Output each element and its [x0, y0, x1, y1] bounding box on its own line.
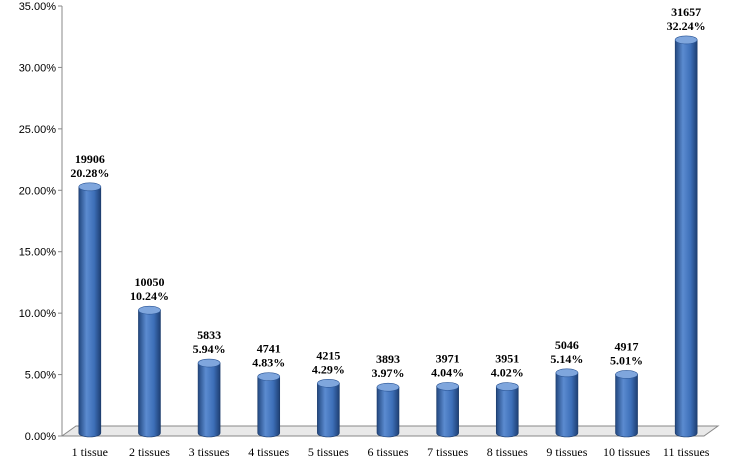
bar-body — [138, 309, 161, 438]
bar-top — [674, 35, 698, 45]
bar-top — [555, 368, 579, 378]
y-tick-label: 35.00% — [19, 1, 57, 13]
axes: 0.00% 5.00% 10.00% 15.00% 20.00% 25.00% 30.00%… — [19, 1, 720, 459]
bar-body — [317, 382, 340, 438]
y-tick-label: 20.00% — [19, 185, 57, 197]
count-label: 3951 — [495, 352, 519, 366]
percent-label: 20.28% — [70, 166, 109, 180]
bar-body — [78, 186, 102, 438]
count-label: 19906 — [75, 152, 105, 166]
x-tick-label: 10 tissues — [603, 445, 650, 459]
x-tick-label: 1 tissue — [72, 445, 108, 459]
bar-top — [436, 382, 459, 391]
y-tick-label: 5.00% — [25, 370, 56, 382]
bar — [436, 382, 459, 438]
bar — [138, 305, 161, 438]
bar — [317, 378, 340, 438]
count-label: 3893 — [376, 352, 400, 366]
percent-label: 5.01% — [610, 353, 643, 367]
bar — [78, 182, 102, 438]
bar-body — [376, 386, 400, 438]
bar-body — [257, 376, 281, 438]
y-tick-label: 0.00% — [25, 431, 56, 443]
x-tick-label: 5 tissues — [308, 445, 349, 459]
bar-top — [257, 372, 281, 381]
percent-label: 5.14% — [550, 352, 583, 366]
count-label: 31657 — [671, 5, 701, 19]
bar — [376, 382, 400, 438]
bar-top — [317, 378, 340, 388]
bar — [495, 382, 519, 438]
x-tick-label: 3 tissues — [189, 445, 230, 459]
bar-body — [615, 374, 638, 438]
bar-top — [376, 382, 400, 392]
percent-label: 3.97% — [372, 366, 405, 380]
count-label: 4917 — [615, 339, 639, 353]
bar-body — [555, 372, 579, 438]
bar-top — [495, 382, 519, 391]
bar-body — [495, 386, 519, 438]
count-label: 10050 — [134, 275, 164, 289]
bar-top — [78, 182, 102, 192]
x-tick-label: 11 tissues — [663, 445, 710, 459]
x-tick-label: 4 tissues — [248, 445, 289, 459]
percent-label: 4.02% — [491, 366, 524, 380]
percent-label: 4.83% — [252, 356, 285, 370]
count-label: 5046 — [555, 338, 579, 352]
percent-label: 32.24% — [667, 19, 706, 33]
x-tick-label: 7 tissues — [427, 445, 468, 459]
bar-body — [197, 362, 221, 438]
x-tick-label: 8 tissues — [487, 445, 528, 459]
count-label: 3971 — [436, 351, 460, 365]
bar-top — [138, 305, 161, 315]
y-tick-label: 15.00% — [19, 247, 57, 259]
y-tick-label: 25.00% — [19, 124, 57, 136]
y-tick-label: 30.00% — [19, 62, 57, 74]
percent-label: 4.29% — [312, 362, 345, 376]
count-label: 4741 — [257, 342, 281, 356]
count-label: 4215 — [316, 348, 340, 362]
percent-label: 5.94% — [193, 342, 226, 356]
bar — [257, 372, 281, 438]
percent-label: 4.04% — [431, 365, 464, 379]
x-tick-label: 6 tissues — [367, 445, 408, 459]
bar — [197, 358, 221, 438]
x-tick-label: 9 tissues — [546, 445, 587, 459]
y-tick-label: 10.00% — [19, 308, 57, 320]
bar — [674, 35, 698, 438]
bar — [555, 368, 579, 438]
bar-body — [436, 386, 459, 438]
bar-body — [674, 39, 698, 438]
bar-top — [197, 358, 221, 368]
count-label: 5833 — [197, 328, 221, 342]
percent-label: 10.24% — [130, 289, 169, 303]
bars — [78, 35, 698, 438]
x-tick-label: 2 tissues — [129, 445, 170, 459]
bar-top — [615, 370, 638, 379]
bar — [615, 370, 638, 438]
